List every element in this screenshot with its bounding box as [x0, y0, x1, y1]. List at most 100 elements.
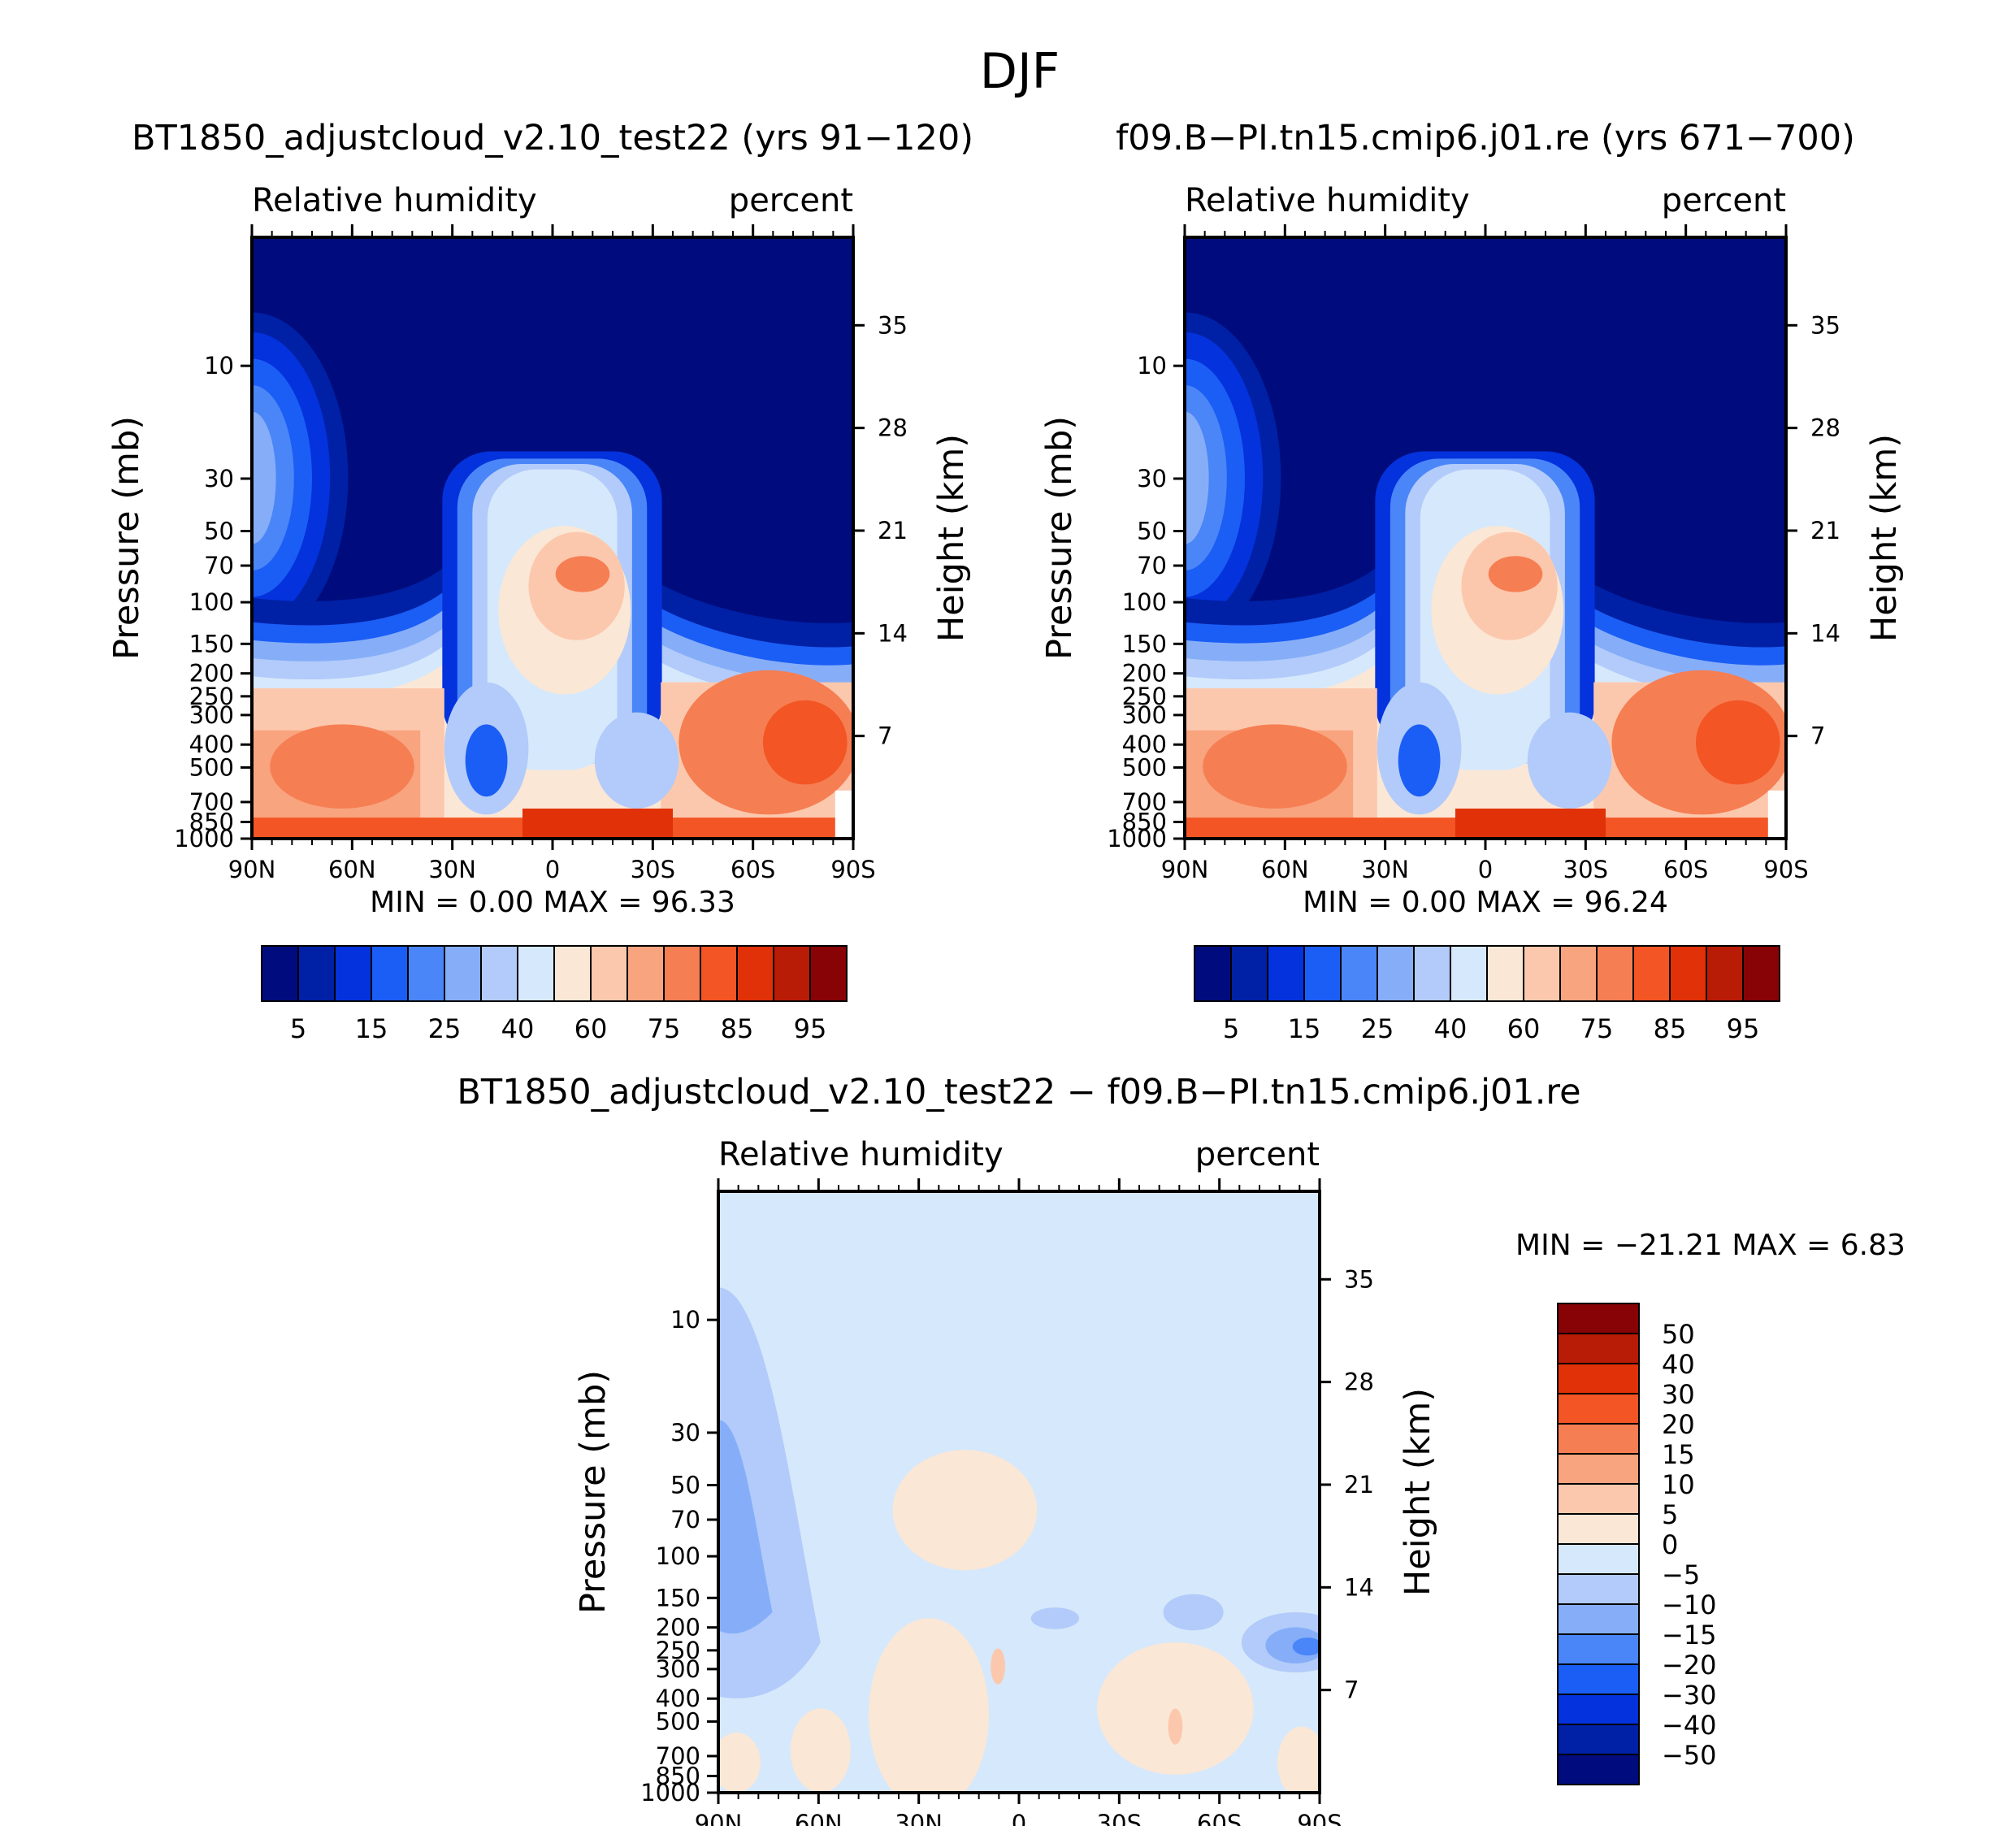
variable-label: Relative humidity [252, 182, 537, 219]
colorbar-label: −50 [1662, 1740, 1717, 1771]
contour-band [892, 1450, 1038, 1571]
colorbar-swatch [809, 945, 848, 1002]
y-axis-label: Pressure (mb) [106, 416, 147, 660]
units-label: percent [1195, 1136, 1320, 1173]
colorbar-swatch [1486, 945, 1524, 1002]
y-tick-label: 850 [1122, 808, 1167, 835]
colorbar-label: 25 [1361, 1013, 1394, 1044]
y2-tick-label: 21 [878, 517, 908, 544]
colorbar-swatch [1557, 1453, 1640, 1485]
x-tick-label: 60S [1197, 1810, 1242, 1826]
contour-band [1292, 1637, 1320, 1656]
colorbar-swatch [1377, 945, 1415, 1002]
y2-tick-label: 14 [878, 619, 908, 647]
y-tick-label: 500 [656, 1707, 700, 1735]
contour-fill [718, 1191, 1320, 1793]
y2-tick-label: 21 [1344, 1471, 1374, 1499]
x-tick-label: 0 [1478, 856, 1493, 883]
colorbar-label: −20 [1662, 1650, 1717, 1681]
y-tick-label: 70 [204, 552, 234, 579]
contour-band [1398, 724, 1441, 797]
colorbar-swatch [1557, 1543, 1640, 1575]
x-tick-label: 30S [1097, 1810, 1142, 1826]
x-tick-label: 90N [1161, 856, 1209, 883]
contour-band [1168, 1708, 1183, 1745]
y2-tick-label: 14 [1344, 1573, 1374, 1601]
contour-band [1030, 1607, 1079, 1629]
colorbar-label: 60 [574, 1013, 608, 1044]
y-tick-label: 700 [189, 788, 234, 816]
colorbar-swatch [1632, 945, 1671, 1002]
colorbar-label: 15 [1288, 1013, 1321, 1044]
colorbar-swatch [1559, 945, 1598, 1002]
colorbar-swatch [773, 945, 811, 1002]
y-tick-label: 400 [1122, 731, 1167, 758]
colorbar-swatch [407, 945, 445, 1002]
y-tick-label: 150 [656, 1584, 700, 1611]
colorbar: 5 15 25 40 60 75 85 95 [1194, 945, 1780, 1044]
variable-label: Relative humidity [1185, 182, 1470, 219]
panel-control: f09.B−PI.tn15.cmip6.j01.re (yrs 671−700)… [1039, 118, 1905, 1044]
y2-tick-label: 35 [1810, 311, 1840, 339]
y2-tick-label: 35 [878, 311, 908, 339]
contour-band [790, 1708, 851, 1793]
y-tick-label: 1000 [640, 1779, 700, 1806]
colorbar-swatch [1267, 945, 1305, 1002]
colorbar-swatch [261, 945, 299, 1002]
panel-difference: BT1850_adjustcloud_v2.10_test22 − f09.B−… [457, 1072, 1905, 1826]
contour-band [1163, 1594, 1224, 1631]
y-tick-label: 200 [656, 1614, 700, 1642]
y-tick-label: 850 [189, 808, 234, 835]
colorbar-label: 10 [1662, 1469, 1695, 1500]
y2-tick-label: 28 [1810, 414, 1840, 442]
colorbar-swatch [1303, 945, 1342, 1002]
x-tick-label: 0 [1012, 1810, 1026, 1826]
x-tick-label: 90N [228, 856, 276, 883]
colorbar-swatch [1557, 1603, 1640, 1635]
y-tick-label: 70 [1137, 552, 1167, 579]
x-tick-label: 90S [830, 856, 875, 883]
min-max-label: MIN = 0.00 MAX = 96.24 [1303, 886, 1668, 919]
y2-axis-label: Height (km) [1398, 1388, 1438, 1596]
units-label: percent [1662, 182, 1786, 219]
y-tick-label: 850 [656, 1762, 700, 1789]
y-tick-label: 50 [204, 518, 234, 545]
y2-tick-label: 28 [878, 414, 908, 442]
colorbar-swatch [1669, 945, 1707, 1002]
colorbar-label: 60 [1507, 1013, 1541, 1044]
contour-band [1277, 1726, 1320, 1793]
y-tick-label: 1000 [174, 825, 234, 852]
panel-title: f09.B−PI.tn15.cmip6.j01.re (yrs 671−700) [1116, 118, 1855, 158]
contour-band [763, 700, 848, 785]
contour-band [718, 1420, 773, 1634]
panel-title: BT1850_adjustcloud_v2.10_test22 − f09.B−… [457, 1072, 1580, 1113]
contour-band [555, 556, 610, 592]
contour-fill [252, 237, 853, 839]
y-tick-label: 150 [1122, 630, 1167, 657]
contour-band [1097, 1642, 1254, 1775]
colorbar-swatch [1557, 1393, 1640, 1425]
missing-region [835, 790, 853, 839]
x-tick-label: 30N [895, 1810, 943, 1826]
colorbar-swatch [1706, 945, 1744, 1002]
x-tick-label: 60N [1261, 856, 1309, 883]
x-tick-label: 60S [1663, 856, 1708, 883]
y-tick-label: 50 [1137, 518, 1167, 545]
y-tick-label: 300 [189, 701, 234, 729]
colorbar-swatch [1557, 1573, 1640, 1605]
y2-tick-label: 21 [1810, 517, 1840, 544]
colorbar-swatch [1523, 945, 1561, 1002]
y-tick-label: 100 [656, 1542, 700, 1570]
contour-band [718, 1733, 761, 1793]
y-tick-label: 200 [189, 660, 234, 687]
colorbar-label: 5 [1223, 1013, 1239, 1044]
y-tick-label: 200 [1122, 660, 1167, 687]
x-tick-label: 0 [545, 856, 560, 883]
y-tick-label: 30 [204, 465, 234, 492]
contour-band [1455, 809, 1606, 839]
y-tick-label: 50 [670, 1472, 700, 1499]
colorbar-swatch [1340, 945, 1378, 1002]
contour-band [869, 1618, 989, 1793]
y-tick-label: 250 [1122, 683, 1167, 710]
colorbar-label: 95 [1727, 1013, 1760, 1044]
